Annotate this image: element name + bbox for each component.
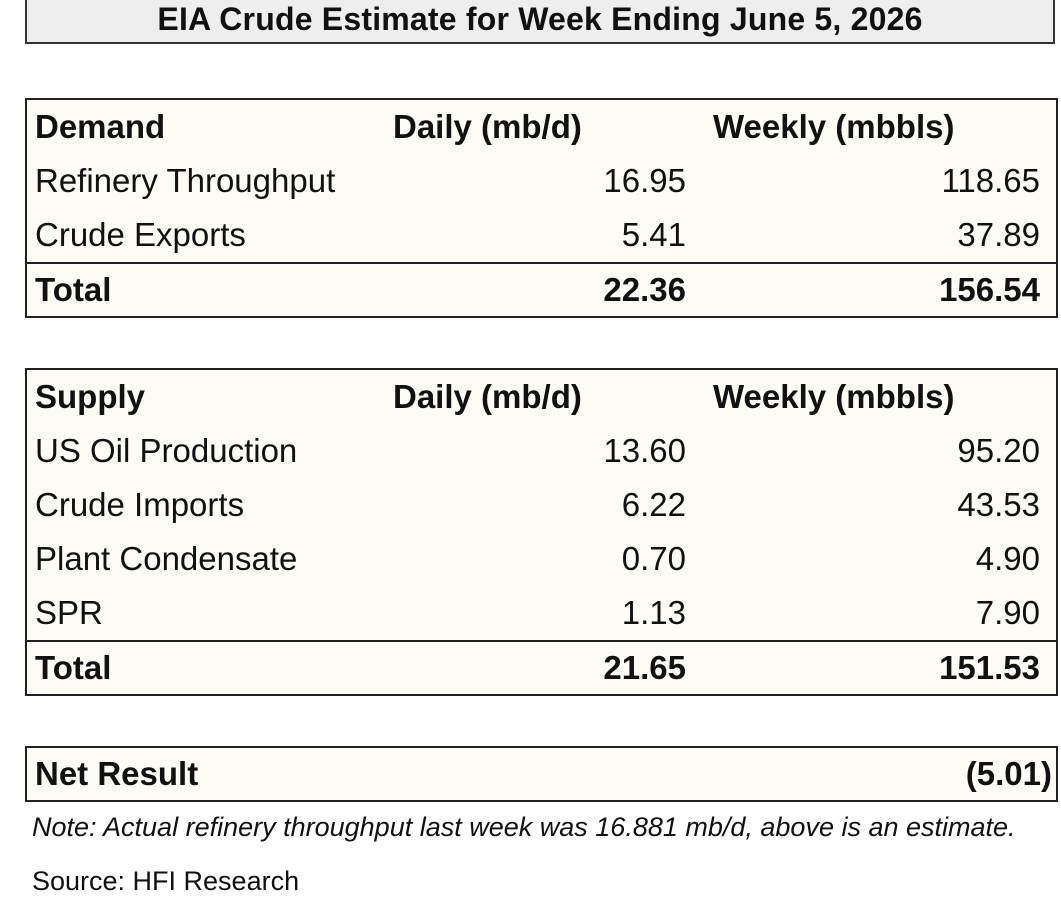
footnote: Note: Actual refinery throughput last we… xyxy=(32,812,1016,842)
net-result-box: Net Result (5.01) xyxy=(25,746,1058,802)
supply-table: Supply Daily (mb/d) Weekly (mbbls) US Oi… xyxy=(25,368,1058,696)
total-daily-value: 21.65 xyxy=(603,649,686,686)
table-row: SPR 1.13 7.90 xyxy=(27,586,1056,640)
row-daily-value: 6.22 xyxy=(621,486,686,523)
total-label: Total xyxy=(35,649,112,686)
row-weekly-value: 4.90 xyxy=(975,540,1040,577)
source-credit: Source: HFI Research xyxy=(32,866,300,896)
row-daily-value: 5.41 xyxy=(621,216,686,253)
supply-header-daily: Daily (mb/d) xyxy=(393,378,582,415)
table-row: Crude Exports 5.41 37.89 xyxy=(27,208,1056,262)
table-row: Crude Imports 6.22 43.53 xyxy=(27,478,1056,532)
supply-total-row: Total 21.65 151.53 xyxy=(27,640,1056,694)
row-daily-value: 0.70 xyxy=(621,540,686,577)
total-weekly-value: 156.54 xyxy=(939,271,1040,308)
total-label: Total xyxy=(35,271,112,308)
row-weekly-value: 118.65 xyxy=(941,162,1040,199)
supply-header-weekly: Weekly (mbbls) xyxy=(713,378,955,415)
net-result-label: Net Result xyxy=(35,755,199,792)
row-daily-value: 16.95 xyxy=(603,162,686,199)
supply-header-label: Supply xyxy=(35,378,146,415)
total-daily-value: 22.36 xyxy=(603,271,686,308)
net-result-value: (5.01) xyxy=(965,755,1052,792)
row-weekly-value: 95.20 xyxy=(957,432,1040,469)
demand-total-row: Total 22.36 156.54 xyxy=(27,262,1056,316)
table-row: US Oil Production 13.60 95.20 xyxy=(27,424,1056,478)
row-weekly-value: 37.89 xyxy=(957,216,1040,253)
table-row: Plant Condensate 0.70 4.90 xyxy=(27,532,1056,586)
row-label: Plant Condensate xyxy=(35,540,298,577)
demand-header-daily: Daily (mb/d) xyxy=(393,108,582,145)
table-row: Refinery Throughput 16.95 118.65 xyxy=(27,154,1056,208)
page-title: EIA Crude Estimate for Week Ending June … xyxy=(25,0,1055,44)
row-label: Crude Imports xyxy=(35,486,245,523)
supply-header-row: Supply Daily (mb/d) Weekly (mbbls) xyxy=(27,370,1056,424)
row-daily-value: 13.60 xyxy=(603,432,686,469)
row-label: Crude Exports xyxy=(35,216,246,253)
demand-header-row: Demand Daily (mb/d) Weekly (mbbls) xyxy=(27,100,1056,154)
demand-header-weekly: Weekly (mbbls) xyxy=(713,108,955,145)
demand-table: Demand Daily (mb/d) Weekly (mbbls) Refin… xyxy=(25,98,1058,318)
row-label: SPR xyxy=(35,594,103,631)
row-label: Refinery Throughput xyxy=(35,162,336,199)
row-label: US Oil Production xyxy=(35,432,298,469)
row-weekly-value: 43.53 xyxy=(957,486,1040,523)
row-weekly-value: 7.90 xyxy=(975,594,1040,631)
row-daily-value: 1.13 xyxy=(621,594,686,631)
total-weekly-value: 151.53 xyxy=(939,649,1040,686)
demand-header-label: Demand xyxy=(35,108,166,145)
